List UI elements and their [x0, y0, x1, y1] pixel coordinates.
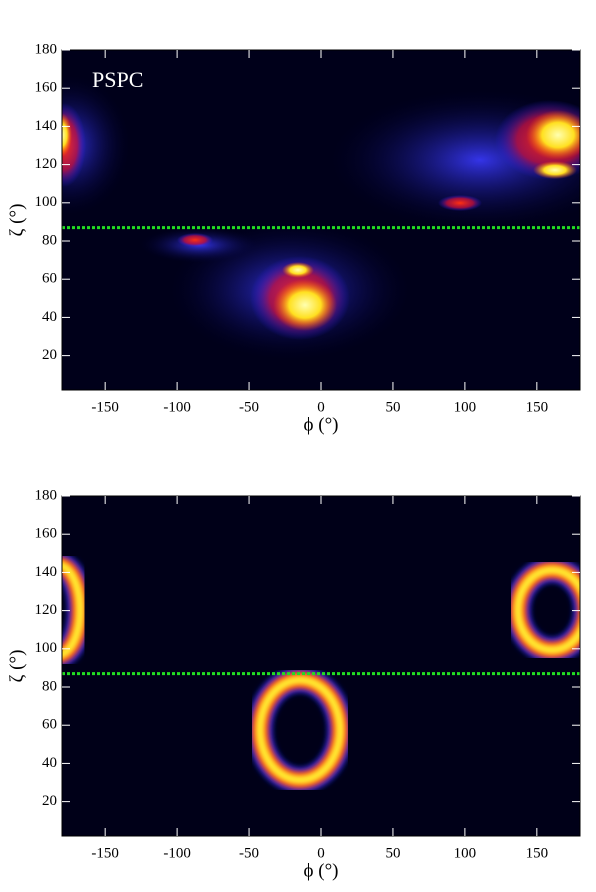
- heatmap: [62, 75, 580, 360]
- x-tick-label: 100: [454, 845, 477, 861]
- y-tick-label: 40: [42, 755, 57, 771]
- x-tick-label: 150: [526, 399, 549, 415]
- y-tick-label: 180: [35, 487, 58, 503]
- y-tick-label: 140: [35, 118, 58, 134]
- x-tick-label: -50: [239, 399, 259, 415]
- annotation: PSPC: [92, 67, 143, 92]
- intensity-blob: [62, 75, 130, 215]
- intensity-blob: [282, 262, 314, 278]
- x-axis-label: ϕ (°): [303, 414, 338, 435]
- x-tick-label: -100: [163, 399, 191, 415]
- intensity-ring: [255, 675, 345, 785]
- y-tick-label: 160: [35, 526, 58, 542]
- x-tick-label: 50: [385, 399, 400, 415]
- intensity-ring: [513, 565, 580, 655]
- intensity-blob: [526, 110, 580, 160]
- y-axis-label: ζ (°): [6, 204, 27, 237]
- y-tick-label: 80: [42, 232, 57, 248]
- intensity-blob: [533, 161, 577, 179]
- y-tick-label: 180: [35, 41, 58, 57]
- heatmap: [62, 553, 580, 792]
- x-tick-label: -50: [239, 845, 259, 861]
- x-tick-label: 50: [385, 845, 400, 861]
- intensity-blob: [62, 113, 72, 157]
- x-tick-label: -150: [91, 845, 119, 861]
- y-tick-label: 60: [42, 717, 57, 733]
- intensity-ring: [62, 560, 85, 660]
- y-tick-label: 20: [42, 793, 57, 809]
- x-tick-label: -150: [91, 399, 119, 415]
- intensity-blob: [273, 279, 337, 331]
- x-tick-label: 100: [454, 399, 477, 415]
- x-tick-label: -100: [163, 845, 191, 861]
- x-axis-label: ϕ (°): [303, 860, 338, 881]
- y-tick-label: 120: [35, 156, 58, 172]
- x-tick-label: 0: [317, 845, 325, 861]
- x-tick-label: 150: [526, 845, 549, 861]
- y-tick-label: 100: [35, 194, 58, 210]
- y-tick-label: 120: [35, 602, 58, 618]
- x-tick-label: 0: [317, 399, 325, 415]
- y-axis-label: ζ (°): [6, 650, 27, 683]
- y-tick-label: 160: [35, 80, 58, 96]
- y-tick-label: 100: [35, 640, 58, 656]
- y-tick-label: 20: [42, 347, 57, 363]
- y-tick-label: 40: [42, 309, 57, 325]
- y-tick-label: 80: [42, 678, 57, 694]
- y-tick-label: 60: [42, 271, 57, 287]
- intensity-blob: [438, 195, 482, 211]
- intensity-blob: [177, 233, 213, 247]
- y-tick-label: 140: [35, 564, 58, 580]
